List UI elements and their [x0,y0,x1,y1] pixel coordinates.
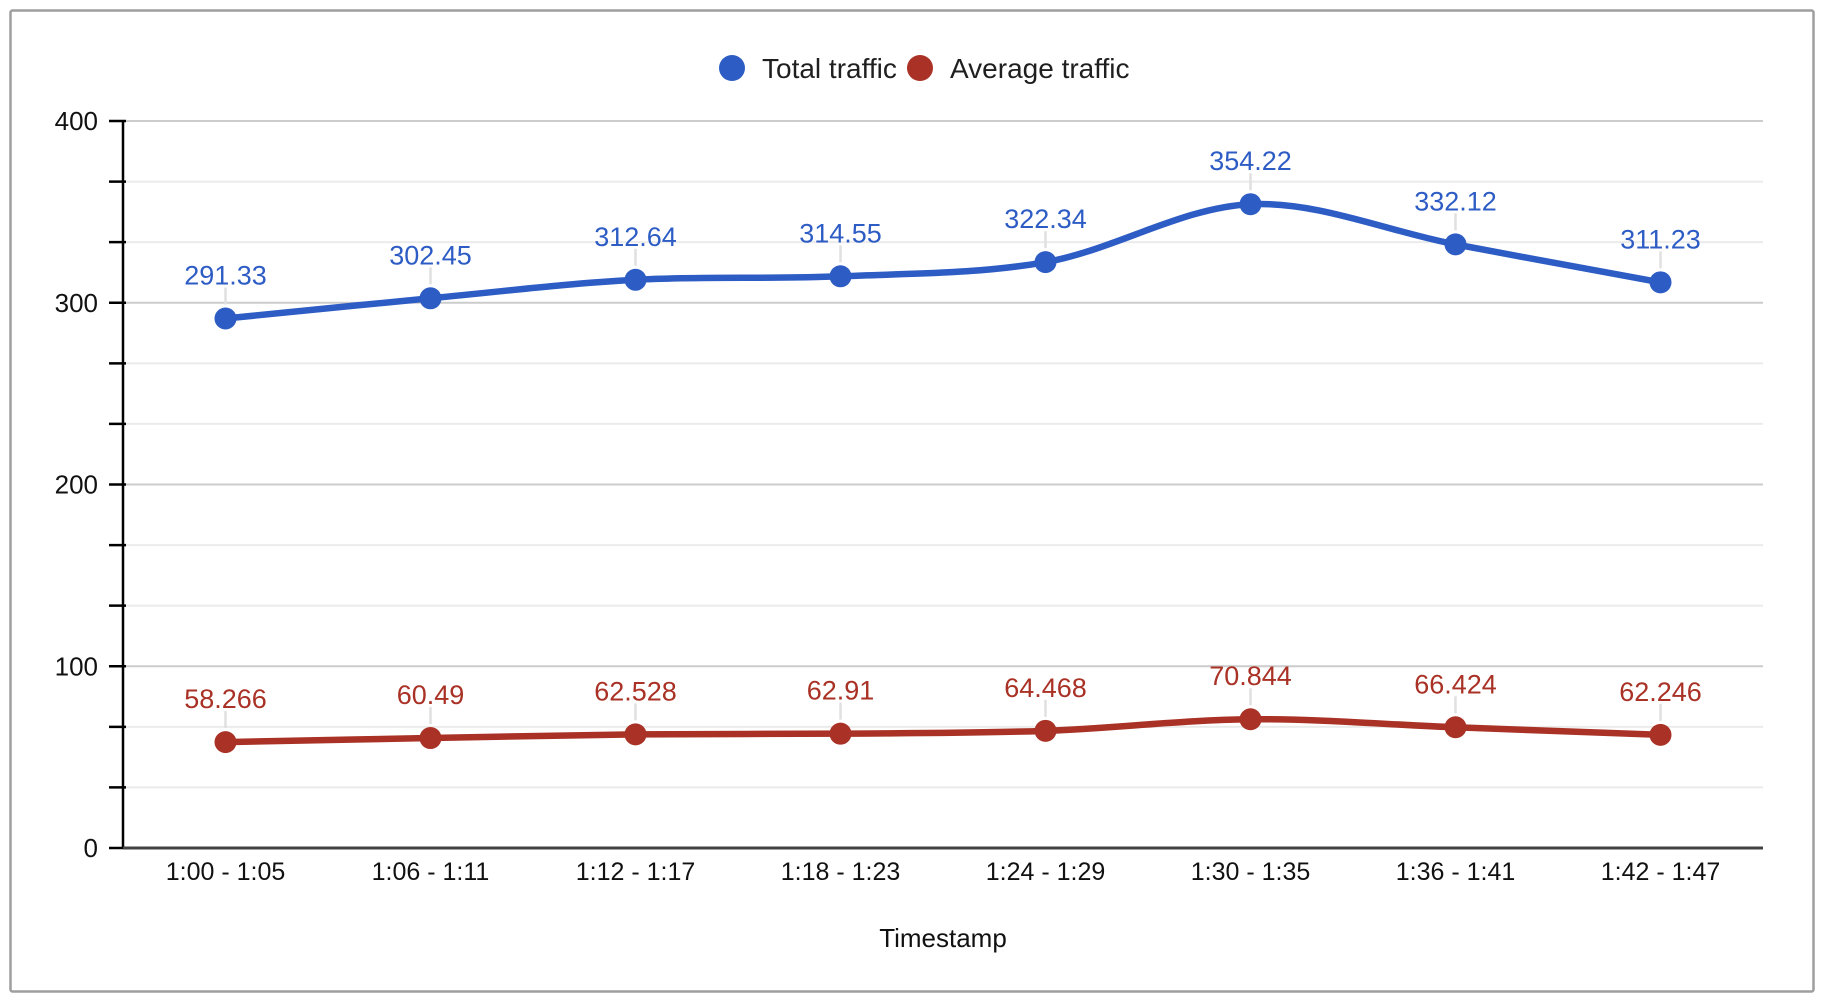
data-point[interactable] [1649,271,1672,294]
data-point[interactable] [829,265,852,288]
x-axis-title: Timestamp [879,923,1007,953]
series-average-traffic: 58.266 60.49 62.528 62.91 64.468 70.844 66.424… [184,661,1702,754]
legend-item-total-traffic[interactable]: Total traffic [719,53,897,84]
series-line [222,715,1664,746]
x-axis-tick-label: 1:42 - 1:47 [1601,858,1721,886]
data-point[interactable] [1239,193,1262,216]
data-point-label: 62.246 [1619,677,1702,707]
data-point-label: 291.33 [184,261,267,291]
x-axis-tick-label: 1:18 - 1:23 [781,858,901,886]
x-axis-tick-label: 1:00 - 1:05 [166,858,286,886]
x-axis-tick-label: 1:30 - 1:35 [1191,858,1311,886]
series-line [222,200,1664,322]
data-point-label: 62.91 [807,676,875,706]
data-point-label: 302.45 [389,240,472,270]
chart-frame [9,9,1815,993]
y-axis-tick-label: 400 [55,106,98,136]
data-point-label: 60.49 [397,680,465,710]
plot-area: 0 100 200 300 400 1:00 - 1:05 1:06 - 1:11 1:12 … [55,106,1763,886]
data-point[interactable] [1239,708,1262,731]
x-axis-tick-label: 1:06 - 1:11 [372,858,490,886]
data-point-label: 58.266 [184,684,267,714]
data-point[interactable] [624,723,647,746]
data-point-label: 70.844 [1209,661,1292,691]
data-point-label: 312.64 [594,222,677,252]
data-point[interactable] [419,287,442,310]
data-point[interactable] [829,722,852,745]
data-point-label: 314.55 [799,218,882,248]
data-point[interactable] [1444,716,1467,739]
y-axis-tick-label: 100 [55,651,98,681]
data-point-label: 64.468 [1004,673,1087,703]
legend: Total traffic Average traffic [719,53,1130,84]
data-point-label: 62.528 [594,676,677,706]
data-point[interactable] [214,307,237,330]
legend-marker-total-traffic-icon [719,55,745,81]
data-point[interactable] [1444,233,1467,256]
data-point-label: 66.424 [1414,669,1497,699]
legend-item-average-traffic[interactable]: Average traffic [907,53,1130,84]
x-axis-tick-label: 1:24 - 1:29 [986,858,1106,886]
series-total-traffic: 291.33 302.45 312.64 314.55 322.34 354.22 332.… [184,146,1701,330]
legend-marker-average-traffic-icon [907,55,933,81]
data-point-label: 311.23 [1620,224,1701,254]
x-axis-tick-label: 1:36 - 1:41 [1396,858,1516,886]
legend-label-total-traffic: Total traffic [762,53,897,84]
y-axis-tick-label: 200 [55,470,98,500]
data-point[interactable] [214,731,237,754]
data-point[interactable] [1034,719,1057,742]
data-point-label: 332.12 [1414,186,1497,216]
data-point-label: 322.34 [1004,204,1087,234]
data-point[interactable] [1034,251,1057,274]
data-point[interactable] [1649,723,1672,746]
data-point-label: 354.22 [1209,146,1292,176]
data-point[interactable] [419,727,442,750]
y-axis-tick-label: 0 [84,833,98,863]
data-point[interactable] [624,268,647,291]
y-axis-tick-label: 300 [55,288,98,318]
x-axis-tick-label: 1:12 - 1:17 [576,858,696,886]
legend-label-average-traffic: Average traffic [950,53,1130,84]
